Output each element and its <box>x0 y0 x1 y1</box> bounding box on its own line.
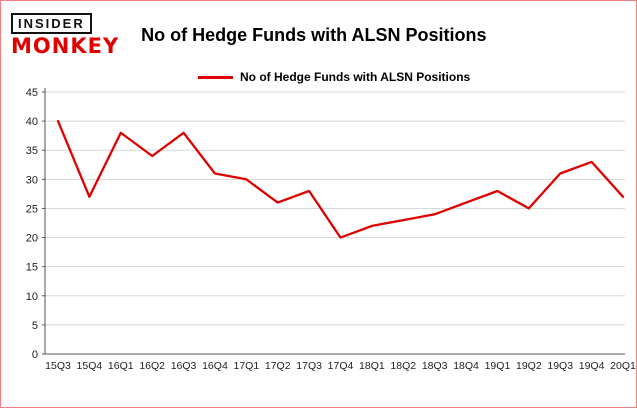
svg-text:17Q4: 17Q4 <box>328 360 354 372</box>
svg-text:18Q3: 18Q3 <box>422 360 448 372</box>
svg-text:19Q3: 19Q3 <box>547 360 573 372</box>
insider-monkey-logo: INSIDER MONKEY <box>11 12 120 59</box>
svg-text:18Q2: 18Q2 <box>390 360 416 372</box>
svg-text:20: 20 <box>26 233 38 245</box>
header: INSIDER MONKEY No of Hedge Funds with AL… <box>1 1 636 61</box>
logo-monkey-text: MONKEY <box>11 34 120 59</box>
svg-text:15Q4: 15Q4 <box>77 360 103 372</box>
svg-text:15: 15 <box>26 262 38 274</box>
svg-text:30: 30 <box>26 174 38 186</box>
svg-text:40: 40 <box>26 116 38 128</box>
svg-text:35: 35 <box>26 145 38 157</box>
svg-text:19Q1: 19Q1 <box>485 360 511 372</box>
svg-text:18Q4: 18Q4 <box>453 360 479 372</box>
logo-insider-text: INSIDER <box>11 12 92 35</box>
svg-text:19Q4: 19Q4 <box>579 360 605 372</box>
svg-text:25: 25 <box>26 203 38 215</box>
svg-text:5: 5 <box>32 320 38 332</box>
svg-text:45: 45 <box>26 87 38 99</box>
svg-text:16Q4: 16Q4 <box>202 360 228 372</box>
svg-text:16Q1: 16Q1 <box>108 360 134 372</box>
svg-text:10: 10 <box>26 291 38 303</box>
svg-text:16Q3: 16Q3 <box>171 360 197 372</box>
svg-text:17Q3: 17Q3 <box>296 360 322 372</box>
svg-text:17Q2: 17Q2 <box>265 360 291 372</box>
svg-text:20Q1: 20Q1 <box>610 360 636 372</box>
svg-text:0: 0 <box>32 349 38 361</box>
svg-text:16Q2: 16Q2 <box>139 360 165 372</box>
svg-text:17Q1: 17Q1 <box>233 360 259 372</box>
hedge-funds-line-chart: 0 5 10 15 20 25 30 35 40 45 15Q3 15Q4 16Q1 16Q2 16Q3 16… <box>26 87 636 372</box>
svg-text:18Q1: 18Q1 <box>359 360 385 372</box>
svg-text:15Q3: 15Q3 <box>45 360 71 372</box>
legend: No of Hedge Funds with ALSN Positions <box>198 70 636 84</box>
svg-text:19Q2: 19Q2 <box>516 360 542 372</box>
chart-title: No of Hedge Funds with ALSN Positions <box>141 24 487 45</box>
legend-label: No of Hedge Funds with ALSN Positions <box>240 70 471 84</box>
legend-line-swatch <box>198 75 233 79</box>
